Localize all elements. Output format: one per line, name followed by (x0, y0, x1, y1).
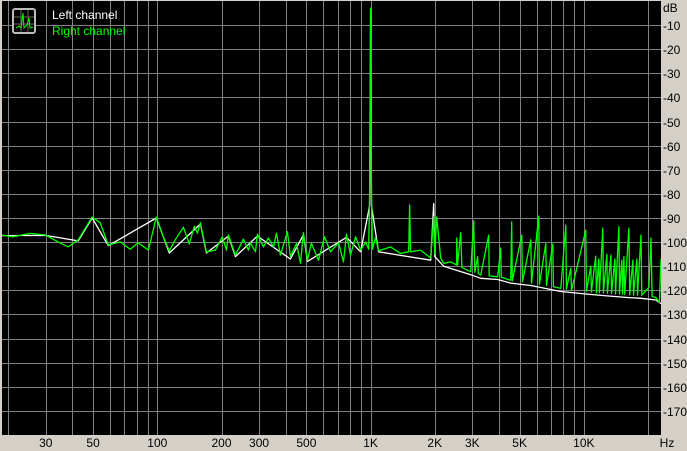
y-tick-label: -40 (663, 90, 681, 105)
y-tick-label: -130 (663, 307, 687, 322)
legend-left-channel: Left channel (52, 8, 118, 22)
y-tick-label: -100 (663, 235, 687, 250)
y-tick-label: -150 (663, 356, 687, 371)
y-tick-label: -60 (663, 139, 681, 154)
y-tick-label: -170 (663, 404, 687, 419)
x-tick-label: 5K (512, 436, 527, 450)
y-tick-label: -110 (663, 259, 687, 274)
x-axis-unit: Hz (659, 436, 675, 450)
y-tick-label: -70 (663, 163, 681, 178)
y-tick-label: -80 (663, 187, 681, 202)
x-tick-label: 100 (147, 436, 168, 450)
x-tick-label: 2K (427, 436, 443, 450)
y-tick-label: -140 (663, 332, 687, 347)
y-tick-label: -120 (663, 283, 687, 298)
x-tick-label: 10K (573, 436, 595, 450)
spectrum-icon-graphic (14, 10, 34, 32)
legend-right-channel: Right channel (52, 24, 126, 38)
y-tick-label: -50 (663, 115, 681, 130)
spectrum-chart (2, 1, 661, 435)
spectrum-icon[interactable] (12, 8, 36, 34)
right-channel-line (2, 7, 661, 304)
x-tick-label: 1K (363, 436, 378, 450)
x-tick-label: 30 (39, 436, 53, 450)
y-tick-label: -160 (663, 380, 687, 395)
x-tick-label: 3K (464, 436, 480, 450)
y-tick-label: -10 (663, 18, 681, 33)
y-axis-unit: dB (663, 1, 678, 15)
y-tick-label: -20 (663, 42, 681, 57)
x-tick-label: 300 (249, 436, 270, 450)
x-tick-label: 500 (296, 436, 317, 450)
x-tick-label: 50 (86, 436, 100, 450)
x-tick-label: 200 (211, 436, 232, 450)
y-tick-label: -30 (663, 66, 681, 81)
plot-area (2, 1, 661, 435)
left-channel-line (2, 12, 661, 305)
y-tick-label: -90 (663, 211, 681, 226)
